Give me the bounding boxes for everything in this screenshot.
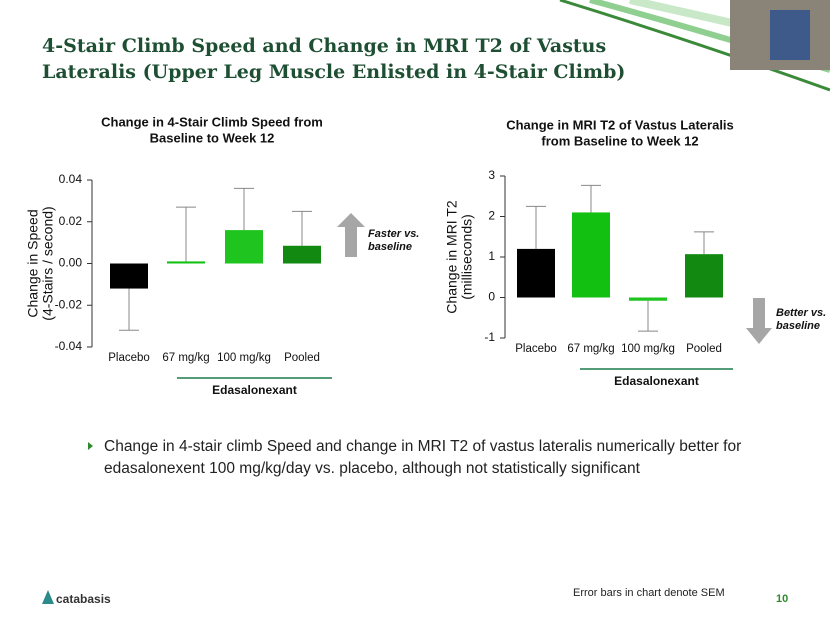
annotation: baseline: [776, 320, 820, 332]
bar: [167, 261, 205, 264]
y-tick-label: -0.02: [55, 297, 83, 311]
group-label: Edasalonexant: [614, 374, 699, 388]
y-tick-label: 0.02: [59, 214, 83, 228]
chart-title: Baseline to Week 12: [150, 130, 275, 145]
bar: [225, 230, 263, 264]
y-tick-label: 0.04: [59, 172, 83, 186]
page-number: 10: [776, 593, 788, 605]
x-tick-label: 67 mg/kg: [567, 343, 614, 355]
x-tick-label: Pooled: [284, 352, 320, 364]
logo-icon: [42, 590, 54, 604]
x-tick-label: 100 mg/kg: [621, 343, 675, 355]
x-tick-label: 100 mg/kg: [217, 352, 271, 364]
chart-title: Change in MRI T2 of Vastus Lateralis: [506, 117, 734, 132]
y-tick-label: -1: [484, 330, 495, 344]
chart-title: from Baseline to Week 12: [541, 133, 698, 148]
bar: [685, 254, 723, 298]
footnote: Error bars in chart denote SEM: [573, 587, 725, 599]
y-axis-label: (4-Stairs / second): [40, 206, 56, 320]
group-label: Edasalonexant: [212, 383, 297, 397]
bar: [572, 212, 610, 298]
chart-title: Change in 4-Stair Climb Speed from: [101, 114, 323, 129]
annotation: Better vs.: [776, 307, 826, 319]
bar: [517, 248, 555, 298]
y-axis-label: (milliseconds): [459, 214, 475, 300]
y-tick-label: 1: [488, 249, 495, 263]
x-tick-label: 67 mg/kg: [162, 352, 209, 364]
direction-arrow: [337, 213, 365, 257]
bar: [629, 297, 667, 301]
photo-detail: [770, 10, 810, 60]
logo: catabasis: [56, 592, 111, 606]
y-tick-label: -0.04: [55, 339, 83, 353]
decor-arc: [559, 0, 830, 92]
y-tick-label: 2: [488, 209, 495, 223]
y-tick-label: 0: [488, 290, 495, 304]
x-tick-label: Placebo: [108, 352, 150, 364]
annotation: Faster vs.: [368, 228, 419, 240]
bar: [283, 245, 321, 264]
bullet-text: Change in 4-stair climb Speed and change…: [104, 438, 741, 455]
direction-arrow: [746, 298, 772, 344]
slide-title: Lateralis (Upper Leg Muscle Enlisted in …: [42, 61, 625, 83]
bar: [110, 263, 148, 289]
annotation: baseline: [368, 241, 412, 253]
x-tick-label: Pooled: [686, 343, 722, 355]
y-axis-label: Change in Speed: [25, 209, 41, 317]
bullet-marker: [88, 442, 93, 450]
y-tick-label: 3: [488, 168, 495, 182]
slide-title: 4-Stair Climb Speed and Change in MRI T2…: [42, 35, 606, 57]
bullet-text: edasalonexent 100 mg/kg/day vs. placebo,…: [104, 460, 641, 477]
x-tick-label: Placebo: [515, 343, 557, 355]
y-tick-label: 0.00: [59, 256, 83, 270]
y-axis-label: Change in MRI T2: [444, 200, 460, 314]
